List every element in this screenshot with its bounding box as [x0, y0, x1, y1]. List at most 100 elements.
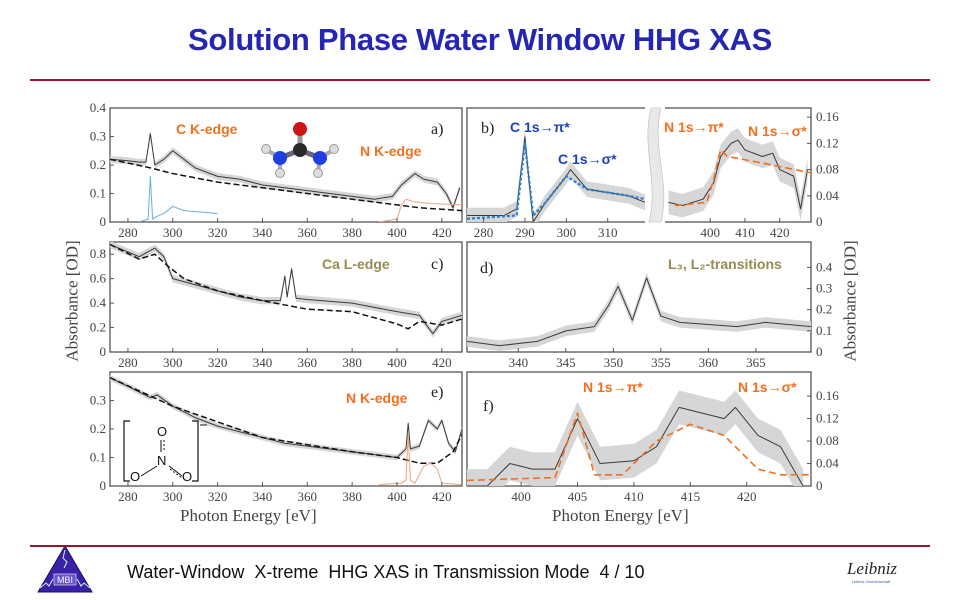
- series-line-CaCl2-solution: [110, 243, 462, 335]
- x-tick-label: 290: [515, 225, 535, 240]
- annotation-label: N K-edge: [346, 390, 408, 406]
- x-tick-label: 400: [387, 225, 407, 240]
- annotation-label: Ca L-edge: [322, 256, 390, 272]
- y-tick-label: 0.12: [816, 411, 839, 426]
- x-tick-label: 360: [298, 355, 318, 370]
- panel-c: 280 300 320 340 360 380 400 420 0 0.2 0.4 0.6 0.8 Ca …: [90, 241, 463, 370]
- x-tick-label: 380: [342, 355, 362, 370]
- y-tick-label: 0: [100, 478, 107, 493]
- x-tick-label: 415: [681, 489, 701, 504]
- y-tick-label: 0.2: [90, 157, 106, 172]
- error-band-Ca-L-edge: [467, 272, 811, 351]
- y-tick-label: 0.08: [816, 162, 839, 177]
- x-tick-label: 400: [387, 489, 407, 504]
- mbi-logo: MBI: [37, 545, 93, 593]
- y-axis-label-right: Absorbance [OD]: [840, 240, 860, 362]
- x-tick-label: 360: [699, 355, 719, 370]
- x-tick-label: 420: [737, 489, 757, 504]
- x-tick-label: 340: [253, 225, 273, 240]
- plot-area: [467, 272, 811, 351]
- y-tick-label: 0.2: [816, 302, 832, 317]
- y-tick-label: 0.1: [90, 450, 106, 465]
- y-tick-label: 0.4: [816, 259, 833, 274]
- x-tick-label: 410: [735, 225, 755, 240]
- svg-text:O: O: [130, 469, 140, 484]
- annotation-label: C K-edge: [176, 121, 238, 137]
- panel-label: e): [431, 384, 443, 401]
- x-tick-label: 300: [163, 225, 183, 240]
- annotation-label: N 1s→π*: [583, 379, 643, 395]
- mbi-logo-text: MBI: [57, 575, 73, 585]
- footer-divider: [30, 545, 930, 547]
- x-tick-label: 420: [432, 355, 452, 370]
- x-tick-label: 280: [118, 225, 138, 240]
- series-line-water: [110, 377, 462, 464]
- x-tick-label: 300: [557, 225, 577, 240]
- y-tick-label: 0: [100, 344, 107, 359]
- x-tick-label: 410: [624, 489, 644, 504]
- panel-label: c): [431, 256, 443, 273]
- panel-d: 340 345 350 355 360 365 0 0.1 0.2 0.3 0.4 d) L₃, L₂-…: [466, 241, 833, 370]
- plot-frame: [109, 107, 463, 223]
- x-tick-label: 280: [118, 489, 138, 504]
- series-line-fit: [467, 412, 811, 482]
- panel-f: 400 405 410 415 420 0 0.04 0.08 0.12 0.16 f) N 1s→π…: [466, 371, 839, 504]
- x-tick-label: 310: [598, 225, 618, 240]
- y-tick-label: 0: [816, 214, 823, 229]
- series-line-N-edge-measured: [668, 139, 809, 210]
- y-tick-label: 0.1: [90, 186, 106, 201]
- y-tick-label: 0: [100, 214, 107, 229]
- y-tick-label: 0.12: [816, 135, 839, 150]
- series-line-N-K-edge-reference: [379, 434, 462, 486]
- x-tick-label: 280: [474, 225, 494, 240]
- x-axis-label-right: Photon Energy [eV]: [552, 506, 689, 525]
- y-tick-label: 0.04: [816, 456, 839, 471]
- y-tick-label: 0.3: [816, 281, 832, 296]
- x-tick-label: 300: [163, 489, 183, 504]
- x-tick-label: 380: [342, 489, 362, 504]
- panel-label: a): [431, 121, 443, 138]
- y-tick-label: 0.04: [816, 188, 839, 203]
- panel-label: d): [480, 260, 493, 277]
- series-line-C-edge-fit: [467, 142, 646, 220]
- title-divider: [30, 79, 930, 81]
- plot-area: [110, 130, 462, 222]
- y-tick-label: 0.16: [816, 388, 839, 403]
- series-line-Ca-L-edge: [467, 277, 811, 347]
- x-tick-label: 420: [432, 225, 452, 240]
- error-band-nitrate-N-edge: [467, 390, 804, 486]
- series-line-water: [110, 158, 462, 212]
- x-tick-label: 400: [387, 355, 407, 370]
- plot-area: [467, 390, 811, 486]
- x-tick-label: 320: [208, 355, 228, 370]
- y-tick-label: 0.2: [90, 320, 106, 335]
- panel-b: 280 290 300 310 400 410 420 0 0.04 0.08 0.12 0.16 b)…: [466, 107, 839, 240]
- x-tick-label: 340: [253, 355, 273, 370]
- annotation-label: N K-edge: [360, 143, 422, 159]
- leibniz-logo: Leibniz Leibniz-Gemeinschaft: [846, 559, 897, 584]
- plot-frame: [466, 241, 812, 353]
- panel-label: f): [483, 398, 494, 415]
- series-line-water: [110, 243, 462, 330]
- annotation-label: N 1s→σ*: [748, 123, 807, 139]
- plot-frame: [109, 371, 463, 487]
- series-line-urea-solution: [110, 133, 461, 209]
- error-band-C-edge-measured: [467, 128, 645, 222]
- annotation-label: C 1s→π*: [510, 119, 570, 135]
- x-tick-label: 350: [604, 355, 624, 370]
- annotation-label: C 1s→σ*: [558, 151, 617, 167]
- plot-area: [110, 374, 462, 486]
- x-tick-label: 320: [208, 225, 228, 240]
- x-tick-label: 365: [746, 355, 766, 370]
- y-tick-label: 0.4: [90, 100, 107, 115]
- plot-area: [110, 242, 462, 338]
- y-tick-label: 0.8: [90, 246, 106, 261]
- x-tick-label: 340: [253, 489, 273, 504]
- y-tick-label: 0: [816, 344, 823, 359]
- x-tick-label: 340: [509, 355, 529, 370]
- x-tick-label: 400: [511, 489, 531, 504]
- axis-break-icon: [647, 107, 665, 223]
- x-tick-label: 320: [208, 489, 228, 504]
- slide-title: Solution Phase Water Window HHG XAS: [188, 22, 772, 57]
- leibniz-logo-subtext: Leibniz-Gemeinschaft: [852, 579, 892, 584]
